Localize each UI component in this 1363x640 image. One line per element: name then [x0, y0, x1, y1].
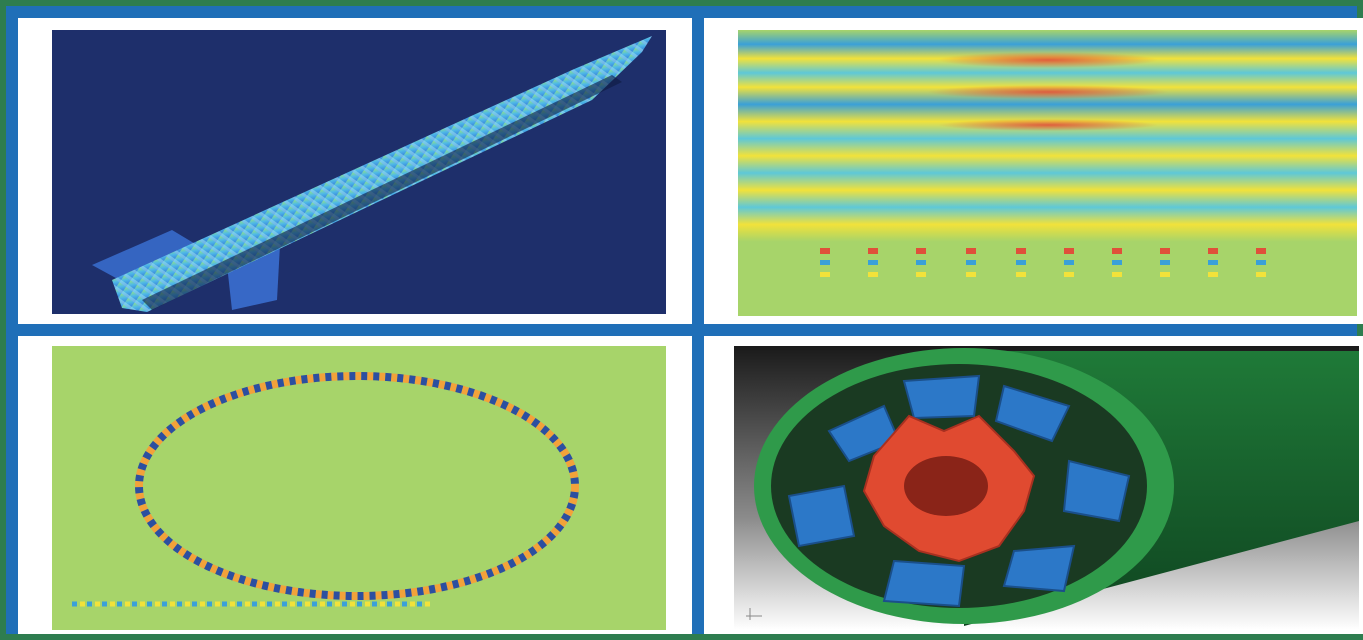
panel-rocket: [18, 18, 692, 324]
rocket-simulation-image: [52, 30, 666, 314]
ring-scatter-simulation-image: [52, 346, 666, 630]
source-array: [820, 248, 1266, 277]
wave-field-simulation-image: [738, 30, 1357, 316]
panel-motor-render: [704, 336, 1363, 634]
motor-cross-section-image: [734, 346, 1359, 630]
panel-ring-scatter: [18, 336, 692, 634]
panel-wave-field: [704, 18, 1363, 324]
